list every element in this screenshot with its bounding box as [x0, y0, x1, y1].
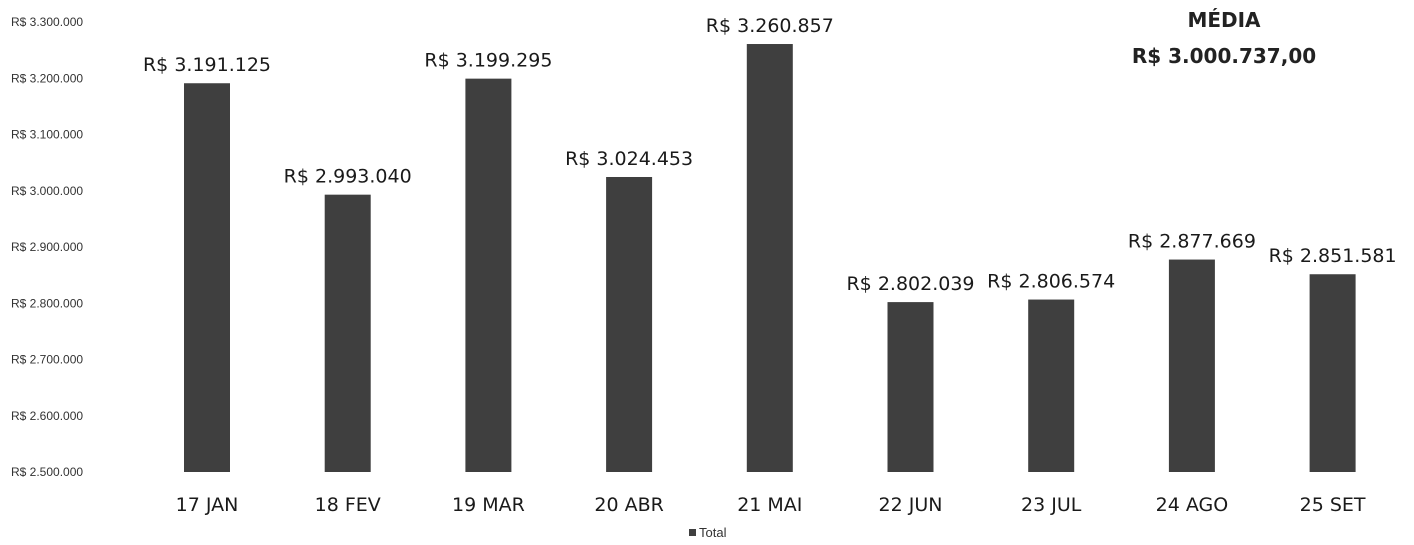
data-labels: R$ 3.191.125 R$ 2.993.040 R$ 3.199.295 R$ 3… [143, 15, 1397, 295]
x-tick-label: 25 SET [1300, 494, 1366, 516]
bar [1309, 274, 1356, 472]
data-label: R$ 2.802.039 [846, 273, 974, 295]
bar [746, 44, 793, 472]
x-tick-label: 22 JUN [879, 494, 943, 516]
data-label: R$ 3.199.295 [424, 50, 552, 72]
y-tick-label: R$ 2.500.000 [11, 465, 83, 479]
x-tick-label: 24 AGO [1156, 494, 1229, 516]
x-tick-label: 17 JAN [176, 494, 239, 516]
bar [1028, 299, 1075, 472]
bar [465, 78, 512, 473]
average-value: R$ 3.000.737,00 [1132, 44, 1316, 68]
x-tick-label: 18 FEV [315, 494, 381, 516]
y-tick-label: R$ 2.700.000 [11, 353, 83, 367]
bar [1168, 259, 1215, 472]
legend: Total [689, 525, 727, 540]
data-label: R$ 2.877.669 [1128, 231, 1256, 253]
x-tick-label: 20 ABR [594, 494, 663, 516]
data-label: R$ 2.806.574 [987, 271, 1115, 293]
average-title: MÉDIA [1187, 8, 1261, 32]
y-tick-label: R$ 2.900.000 [11, 240, 83, 254]
data-label: R$ 3.024.453 [565, 148, 693, 170]
bar [887, 302, 934, 472]
data-label: R$ 2.993.040 [284, 166, 412, 188]
x-tick-label: 21 MAI [737, 494, 802, 516]
legend-label: Total [699, 525, 727, 540]
data-label: R$ 3.191.125 [143, 54, 271, 76]
x-axis: 17 JAN 18 FEV 19 MAR 20 ABR 21 MAI 22 JUN 23 J… [176, 494, 1366, 516]
x-tick-label: 19 MAR [452, 494, 525, 516]
average-annotation: MÉDIA R$ 3.000.737,00 [1132, 8, 1316, 68]
bar [324, 194, 371, 473]
y-axis: R$ 2.500.000 R$ 2.600.000 R$ 2.700.000 R$ 2… [11, 15, 83, 479]
y-tick-label: R$ 3.100.000 [11, 128, 83, 142]
y-tick-label: R$ 2.800.000 [11, 296, 83, 310]
data-label: R$ 2.851.581 [1269, 245, 1397, 267]
bar [606, 176, 653, 473]
data-label: R$ 3.260.857 [706, 15, 834, 37]
y-tick-label: R$ 3.000.000 [11, 184, 83, 198]
y-tick-label: R$ 3.300.000 [11, 15, 83, 29]
y-tick-label: R$ 3.200.000 [11, 71, 83, 85]
x-tick-label: 23 JUL [1021, 494, 1082, 516]
bars [184, 44, 1356, 473]
legend-swatch [689, 529, 696, 536]
bar [184, 83, 230, 472]
y-tick-label: R$ 2.600.000 [11, 409, 83, 423]
